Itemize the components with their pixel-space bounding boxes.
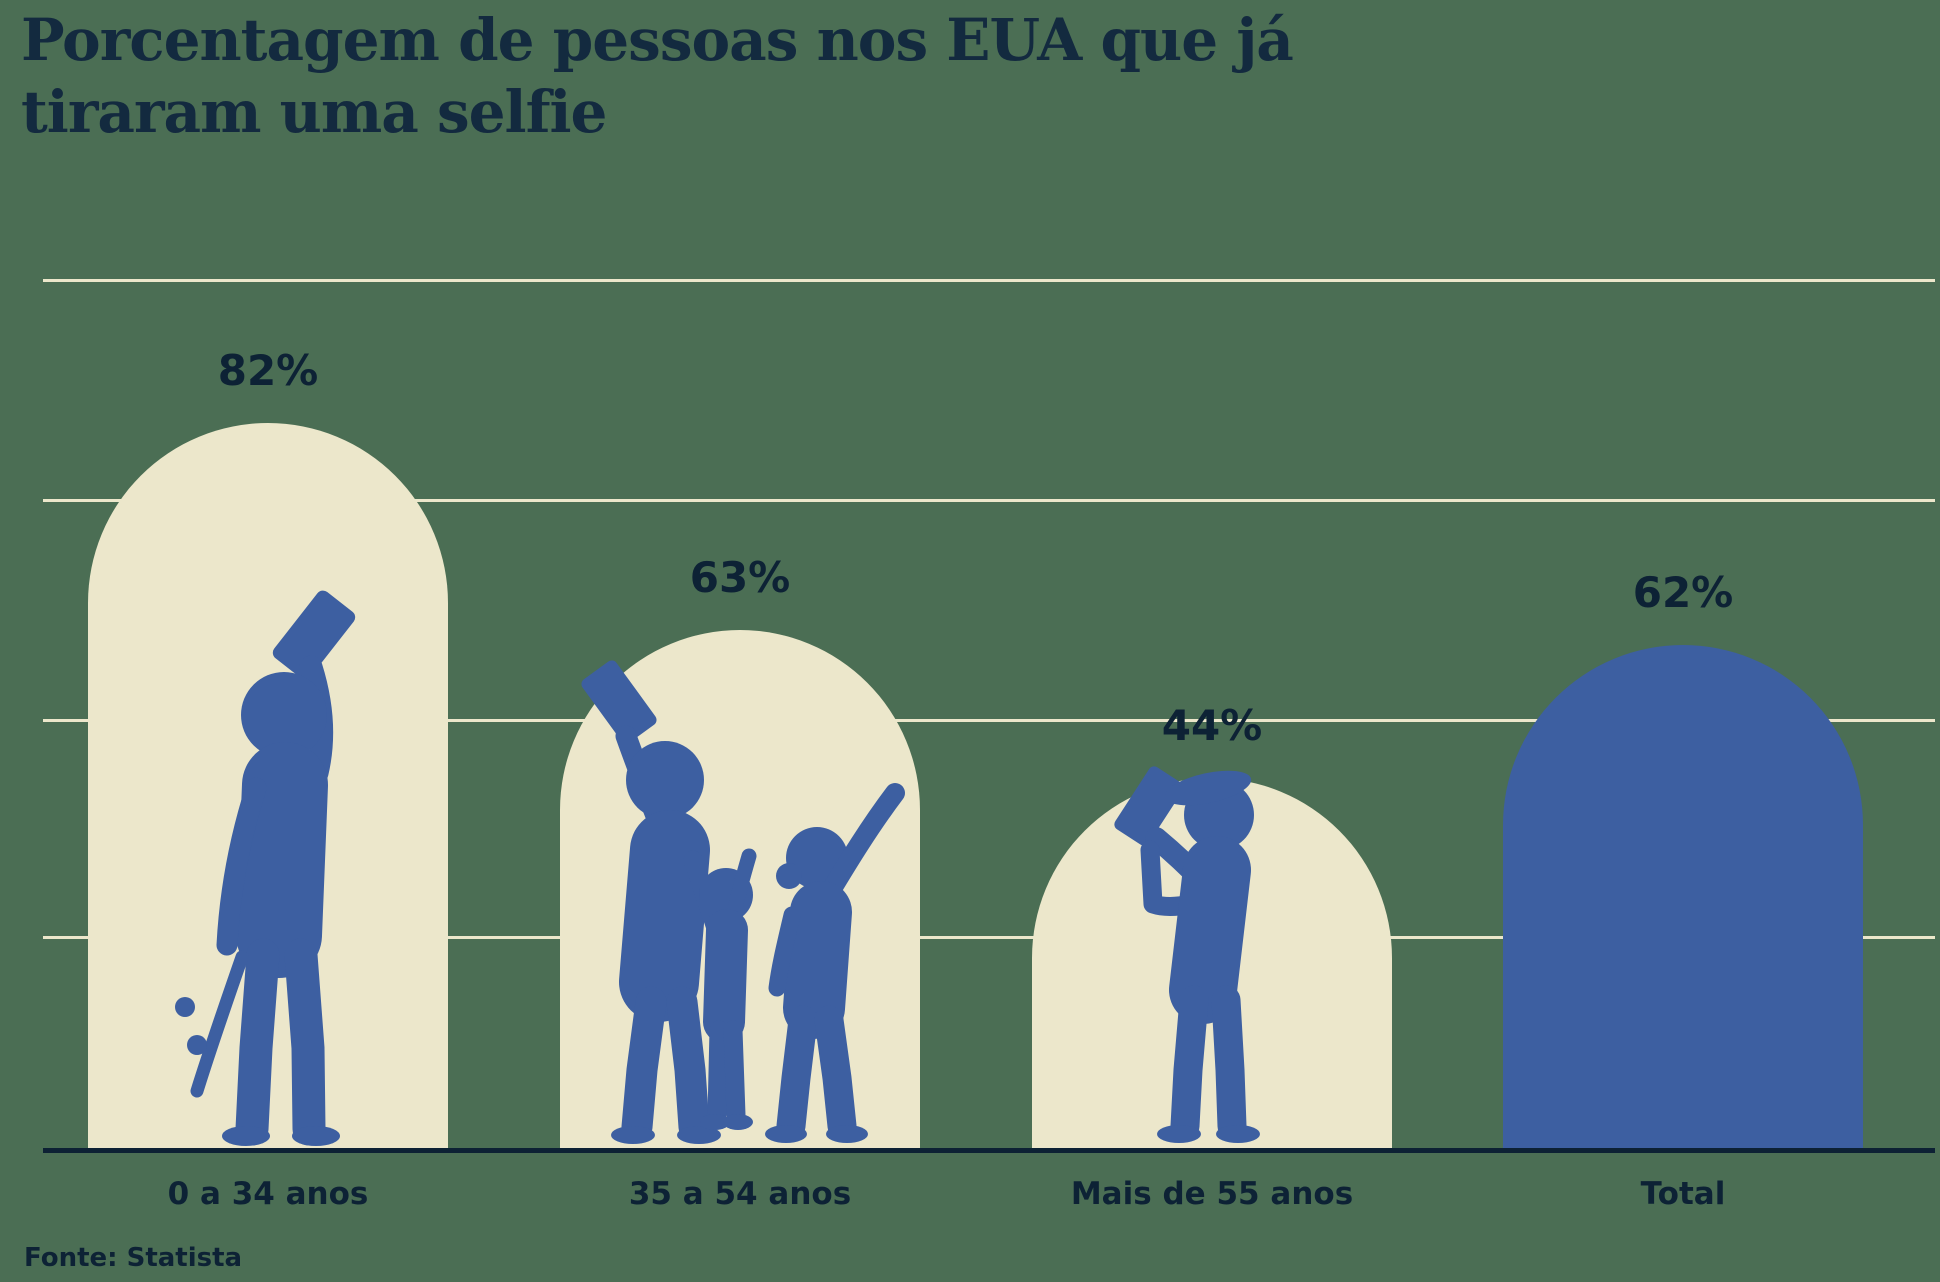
gridline-1 bbox=[43, 279, 1935, 282]
gridline-4 bbox=[43, 936, 1935, 939]
bar-shape bbox=[1503, 645, 1863, 1150]
source-credit: Fonte: Statista bbox=[24, 1243, 243, 1273]
bar-0-34-anos bbox=[88, 423, 448, 1150]
phone-icon bbox=[581, 660, 657, 744]
phone-icon bbox=[272, 590, 356, 680]
selfie-senior-silhouette bbox=[1114, 766, 1260, 1143]
value-label-55-plus: 44% bbox=[1161, 701, 1263, 750]
value-label-0-34: 82% bbox=[217, 346, 319, 395]
bar-total bbox=[1503, 645, 1863, 1150]
gridline-3 bbox=[43, 719, 1935, 722]
category-label-55-plus: Mais de 55 anos bbox=[1070, 1176, 1354, 1212]
bar-35-54-anos bbox=[560, 630, 920, 1150]
category-label-35-54: 35 a 54 anos bbox=[628, 1176, 852, 1212]
selfie-skater-silhouette bbox=[175, 590, 356, 1146]
value-label-total: 62% bbox=[1632, 568, 1734, 617]
gridline-2 bbox=[43, 499, 1935, 502]
chart-title-line1: Porcentagem de pessoas nos EUA que já bbox=[21, 6, 1294, 74]
x-axis-baseline bbox=[43, 1148, 1935, 1153]
category-label-0-34: 0 a 34 anos bbox=[167, 1176, 369, 1212]
flat-cap-icon bbox=[1164, 770, 1252, 806]
phone-icon bbox=[1114, 766, 1184, 846]
value-label-35-54: 63% bbox=[689, 553, 791, 602]
skateboard-icon bbox=[190, 950, 249, 1098]
chart-title-line2: tiraram uma selfie bbox=[21, 78, 607, 146]
chart-title: Porcentagem de pessoas nos EUA que já ti… bbox=[21, 4, 1294, 148]
bar-mais-de-55-anos bbox=[1032, 766, 1392, 1150]
category-label-total: Total bbox=[1640, 1176, 1726, 1212]
selfie-family-silhouette bbox=[581, 660, 905, 1144]
